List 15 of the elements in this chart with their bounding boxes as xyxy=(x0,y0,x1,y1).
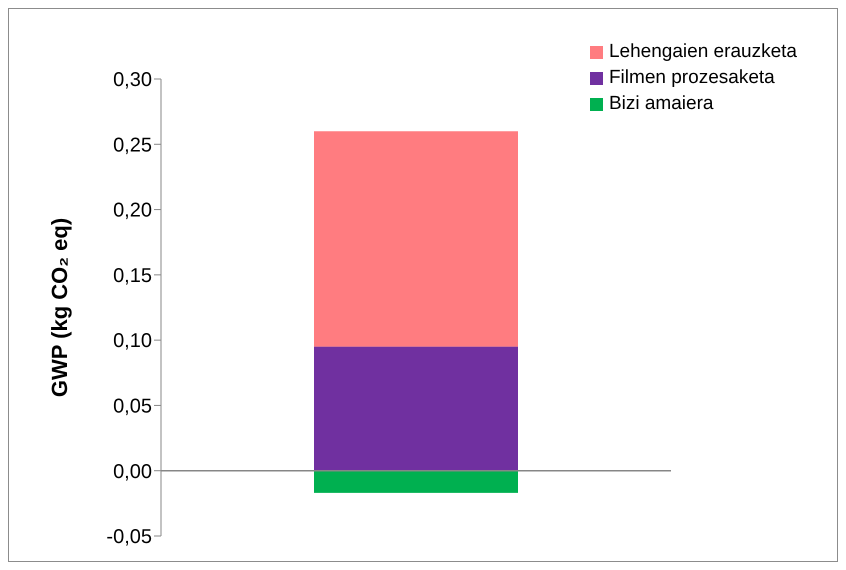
y-axis-title: GWP (kg CO₂ eq) xyxy=(46,218,72,398)
y-tick-label: -0,05 xyxy=(106,526,152,548)
y-tick-label: 0,10 xyxy=(113,330,152,352)
legend-label: Filmen prozesaketa xyxy=(608,66,775,90)
legend-label: Bizi amaiera xyxy=(608,92,714,116)
y-tick-label: 0,00 xyxy=(113,460,152,483)
bar xyxy=(314,470,518,493)
y-tick-label: 0,15 xyxy=(113,264,152,287)
y-tick-label: 0,05 xyxy=(113,396,152,418)
bar xyxy=(314,131,518,347)
bar xyxy=(314,346,518,471)
legend-label: Lehengaien erauzketa xyxy=(608,40,797,64)
y-tick-label: 0,25 xyxy=(113,134,152,156)
y-tick-label: 0,20 xyxy=(113,200,152,222)
y-tick-label: 0,30 xyxy=(113,69,152,92)
